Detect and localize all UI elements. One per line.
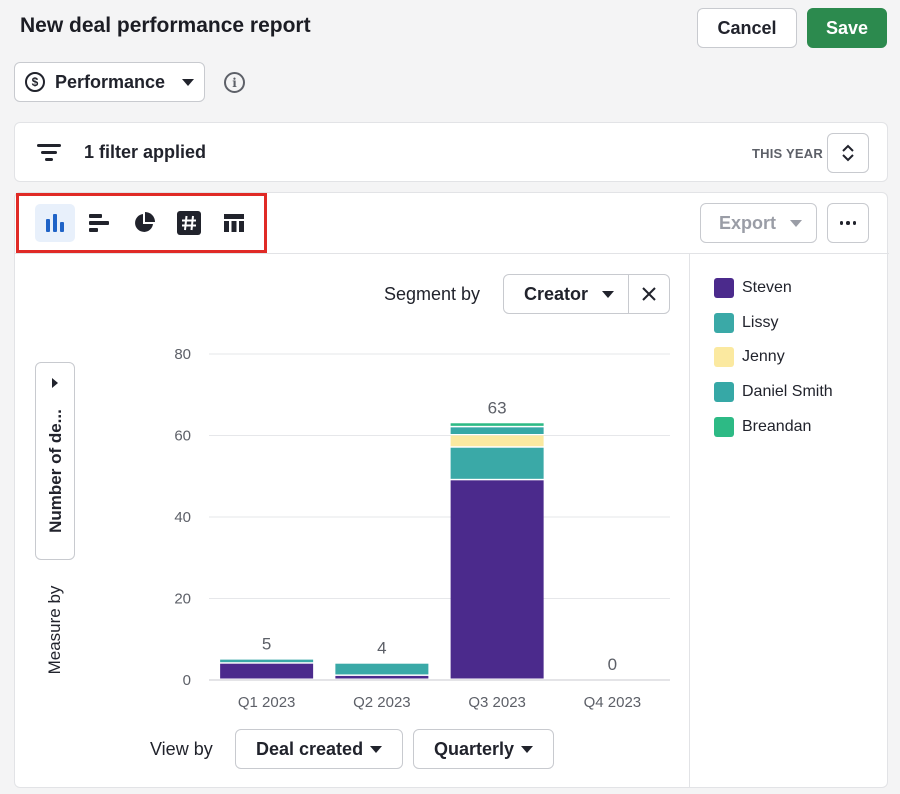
legend-swatch xyxy=(714,347,734,368)
chart-card: Export Segment by Creator Number of de..… xyxy=(14,192,889,788)
bar-segment xyxy=(450,480,544,679)
pie-chart-icon xyxy=(135,212,155,232)
y-tick-label: 80 xyxy=(174,346,191,363)
chevron-down-icon xyxy=(182,78,194,86)
table-button[interactable] xyxy=(214,204,254,242)
y-tick-label: 60 xyxy=(174,428,191,445)
legend-swatch xyxy=(714,278,734,298)
filter-icon[interactable] xyxy=(37,142,61,162)
legend-label: Breandan xyxy=(742,417,812,435)
legend-swatch xyxy=(714,312,734,333)
legend-label: Steven xyxy=(742,279,792,296)
legend-item[interactable]: Breandan xyxy=(714,416,812,437)
bar-segment xyxy=(450,447,544,479)
total-label: 4 xyxy=(377,639,386,658)
export-button[interactable]: Export xyxy=(700,203,817,243)
chart-type-highlight xyxy=(16,193,267,253)
save-button[interactable]: Save xyxy=(807,8,887,48)
bar-segment xyxy=(450,427,544,434)
total-label: 5 xyxy=(262,635,271,654)
segment-by-label: Segment by xyxy=(384,284,481,304)
segment-by-dropdown[interactable]: Creator xyxy=(503,274,670,314)
measure-by-dropdown[interactable]: Number of de... xyxy=(35,362,75,560)
bar-segment xyxy=(220,663,314,679)
cancel-button[interactable]: Cancel xyxy=(697,8,797,48)
column-chart-icon xyxy=(46,214,64,232)
clear-segment-button[interactable] xyxy=(628,275,669,313)
toolbar-divider xyxy=(15,253,889,254)
x-tick-label: Q4 2023 xyxy=(584,694,642,711)
period-label: THIS YEAR xyxy=(752,146,823,161)
pie-chart-button[interactable] xyxy=(124,204,164,242)
total-label: 63 xyxy=(488,398,507,417)
stacked-column-chart: 0 20 40 60 80 5 Q1 2023 4 Q2 2023 63 Q3 2023 0 Q4 20… xyxy=(174,346,670,711)
bar-segment xyxy=(450,423,544,426)
filter-bar: 1 filter applied THIS YEAR xyxy=(14,122,888,182)
chevron-down-icon xyxy=(521,745,533,753)
page-title: New deal performance report xyxy=(20,14,311,37)
chevron-up-down-icon xyxy=(842,144,854,162)
legend-swatch xyxy=(714,416,734,437)
more-icon xyxy=(839,221,844,225)
legend-label: Jenny xyxy=(742,348,785,366)
bar-segment xyxy=(335,675,429,679)
legend-label: Daniel Smith xyxy=(742,383,833,401)
chevron-down-icon xyxy=(790,219,803,227)
bar-chart-button[interactable] xyxy=(79,204,119,242)
hash-icon xyxy=(177,211,201,235)
export-label: Export xyxy=(719,212,777,233)
view-by-interval-dropdown[interactable]: Quarterly xyxy=(413,729,554,769)
view-by-field-dropdown[interactable]: Deal created xyxy=(235,729,403,769)
legend-swatch xyxy=(714,382,734,403)
bar-segment xyxy=(220,659,314,663)
period-selector-button[interactable] xyxy=(827,133,869,173)
chevron-down-icon xyxy=(370,745,382,753)
scorecard-button[interactable] xyxy=(169,204,209,242)
view-by-label: View by xyxy=(150,739,213,759)
close-icon xyxy=(641,287,656,301)
legend-item[interactable]: Daniel Smith xyxy=(714,382,833,403)
bar-chart-icon xyxy=(89,214,109,232)
more-options-button[interactable] xyxy=(827,203,869,243)
chevron-right-icon xyxy=(52,378,58,388)
x-tick-label: Q3 2023 xyxy=(468,694,526,711)
report-type-label: Performance xyxy=(55,71,166,92)
table-icon xyxy=(224,214,244,232)
legend-label: Lissy xyxy=(742,313,779,331)
segment-by-value: Creator xyxy=(524,284,589,304)
bar-segment xyxy=(450,435,544,447)
info-icon[interactable]: i xyxy=(224,72,245,93)
total-label: 0 xyxy=(608,655,617,674)
bar-segment xyxy=(335,663,429,675)
column-chart-button[interactable] xyxy=(35,204,75,242)
legend-divider xyxy=(689,254,690,788)
legend-item[interactable]: Lissy xyxy=(714,312,779,333)
legend-item[interactable]: Jenny xyxy=(714,347,785,368)
y-tick-label: 0 xyxy=(183,672,191,689)
filter-summary[interactable]: 1 filter applied xyxy=(84,142,207,162)
y-tick-label: 20 xyxy=(174,591,191,608)
view-by-field-value: Deal created xyxy=(256,738,364,759)
x-tick-label: Q2 2023 xyxy=(353,694,411,711)
dollar-circle-icon: $ xyxy=(25,72,45,92)
legend-item[interactable]: Steven xyxy=(714,278,792,298)
report-type-dropdown[interactable]: $ Performance xyxy=(14,62,205,102)
chevron-down-icon xyxy=(602,291,614,298)
x-tick-label: Q1 2023 xyxy=(238,694,296,711)
view-by-interval-value: Quarterly xyxy=(434,738,515,759)
y-tick-label: 40 xyxy=(174,509,191,526)
